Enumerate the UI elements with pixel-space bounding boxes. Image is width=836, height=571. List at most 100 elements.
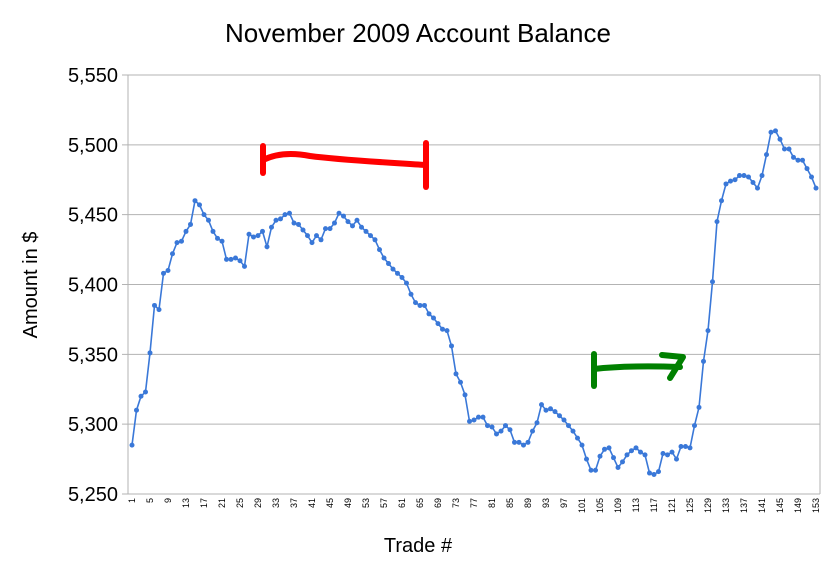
data-point	[710, 279, 715, 285]
data-point	[210, 228, 216, 234]
data-point	[755, 185, 760, 191]
x-tick-label: 129	[703, 498, 713, 513]
data-point	[219, 238, 225, 244]
x-tick-label: 149	[793, 498, 803, 513]
x-tick-label: 49	[343, 498, 353, 508]
data-point	[426, 311, 432, 317]
data-point	[800, 157, 805, 163]
x-tick-label: 45	[325, 498, 335, 508]
x-tick-label: 57	[379, 498, 389, 508]
data-point	[174, 240, 180, 246]
x-tick-label: 141	[757, 498, 767, 513]
data-point	[611, 455, 616, 461]
data-point	[327, 226, 333, 232]
data-point	[449, 343, 454, 349]
data-point	[228, 256, 234, 262]
data-point	[413, 300, 418, 306]
x-tick-label: 73	[451, 498, 461, 508]
x-tick-label: 25	[235, 498, 245, 508]
data-point	[723, 181, 729, 187]
series-line-path	[131, 129, 817, 476]
x-tick-label: 41	[307, 498, 317, 508]
data-point	[255, 233, 261, 239]
data-point	[408, 291, 414, 297]
data-point	[678, 444, 684, 450]
data-point	[507, 427, 513, 433]
data-point	[404, 280, 409, 286]
data-point	[809, 174, 814, 180]
data-point	[660, 450, 666, 456]
data-point	[354, 217, 360, 223]
x-tick-label: 153	[811, 498, 821, 513]
data-point	[656, 469, 661, 475]
y-tick-labels: 5,250 5,300 5,350 5,400 5,450 5,500 5,550	[68, 65, 118, 506]
data-point	[170, 251, 175, 257]
x-tick-label: 77	[469, 498, 479, 508]
data-point	[773, 128, 778, 134]
data-point	[624, 452, 630, 458]
data-point	[633, 445, 639, 451]
data-point	[795, 157, 801, 163]
x-tick-label: 13	[181, 498, 191, 508]
data-point	[417, 302, 423, 308]
data-point	[156, 307, 162, 313]
data-point	[350, 223, 355, 229]
x-tick-label: 93	[541, 498, 551, 508]
data-point	[782, 146, 787, 152]
data-point	[237, 258, 243, 264]
data-point	[669, 449, 675, 455]
data-point	[453, 371, 459, 377]
data-point	[696, 404, 702, 410]
data-point	[138, 393, 144, 399]
x-tick-label: 113	[631, 498, 641, 512]
x-tick-label: 53	[361, 498, 371, 508]
data-point	[314, 233, 319, 239]
data-point	[593, 467, 598, 473]
data-point	[665, 452, 670, 458]
x-tick-label: 69	[433, 498, 443, 508]
data-point	[570, 428, 576, 434]
data-point	[318, 237, 324, 243]
data-point	[206, 217, 211, 223]
chart-title: November 2009 Account Balance	[225, 18, 611, 48]
data-point	[746, 174, 751, 180]
data-point	[129, 442, 135, 448]
data-point	[305, 233, 310, 239]
x-tick-label: 61	[397, 498, 407, 508]
data-point	[813, 185, 819, 191]
data-point	[647, 470, 652, 476]
data-point	[516, 439, 522, 445]
data-point	[471, 417, 477, 423]
x-tick-label: 89	[523, 498, 533, 508]
data-point	[525, 439, 531, 445]
data-point	[300, 227, 306, 233]
data-point	[399, 275, 405, 281]
data-point	[786, 146, 792, 152]
y-tick-label: 5,550	[68, 65, 118, 87]
x-tick-label: 37	[289, 498, 299, 508]
x-tick-label: 101	[577, 498, 587, 513]
data-point	[588, 467, 594, 473]
green-arrow-annotation	[591, 351, 686, 389]
data-point	[615, 464, 621, 470]
data-point	[143, 389, 148, 395]
data-point	[719, 198, 724, 204]
data-point	[503, 423, 508, 429]
data-point	[183, 228, 189, 234]
data-point	[377, 247, 382, 253]
data-point	[791, 154, 796, 160]
data-point	[467, 418, 472, 424]
y-tick-label: 5,300	[68, 414, 118, 436]
data-point	[152, 302, 157, 308]
x-tick-label: 9	[163, 498, 173, 503]
x-tick-label: 21	[217, 498, 227, 508]
x-tick-label: 105	[595, 498, 605, 513]
data-point	[233, 255, 238, 261]
data-point	[296, 221, 301, 227]
x-tick-label: 145	[775, 498, 785, 513]
data-point	[462, 392, 468, 398]
x-tick-label: 5	[145, 498, 155, 503]
data-point	[557, 413, 562, 419]
data-point	[435, 321, 441, 327]
